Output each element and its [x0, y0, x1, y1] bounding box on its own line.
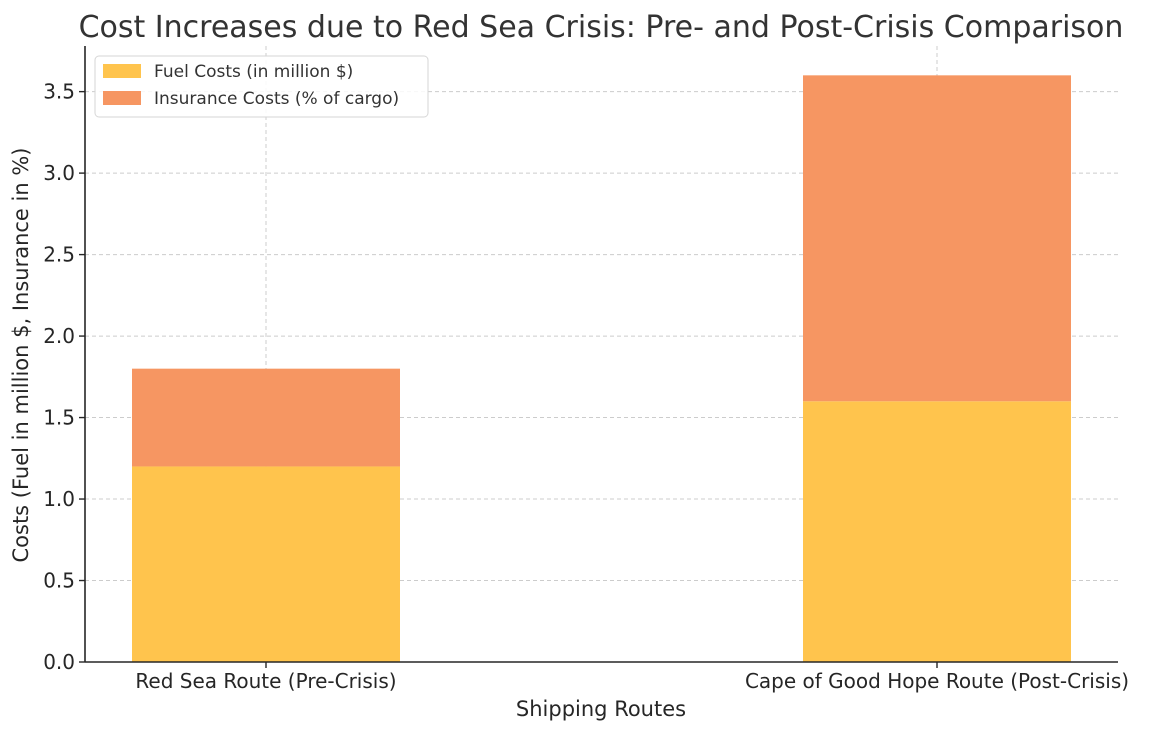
y-tick-label: 1.5 [43, 406, 75, 430]
y-tick-label: 0.5 [43, 569, 75, 593]
x-tick-label: Red Sea Route (Pre-Crisis) [135, 669, 396, 693]
bar-insurance-0 [132, 368, 400, 467]
y-tick-label: 3.0 [43, 161, 75, 185]
legend-swatch [103, 64, 141, 78]
y-ticks: 0.0 0.5 1.0 1.5 2.0 2.5 3.0 3.5 [43, 80, 85, 674]
bar-fuel-1 [803, 401, 1071, 662]
y-tick-label: 0.0 [43, 650, 75, 674]
y-axis-label: Costs (Fuel in million $, Insurance in %… [9, 148, 33, 563]
x-axis-label: Shipping Routes [516, 697, 686, 721]
legend-box [94, 55, 429, 118]
x-tick-label: Cape of Good Hope Route (Post-Crisis) [745, 669, 1129, 693]
y-tick-label: 2.0 [43, 324, 75, 348]
y-tick-label: 3.5 [43, 80, 75, 104]
bar-fuel-0 [132, 466, 400, 662]
chart-title: Cost Increases due to Red Sea Crisis: Pr… [79, 10, 1124, 45]
legend-entry: Insurance Costs (% of cargo) [154, 89, 399, 109]
bars [132, 75, 1071, 662]
y-tick-label: 2.5 [43, 243, 75, 267]
y-tick-label: 1.0 [43, 487, 75, 511]
legend: Fuel Costs (in million $) Insurance Costs… [94, 55, 429, 118]
x-ticks: Red Sea Route (Pre-Crisis) Cape of Good H… [135, 662, 1129, 693]
legend-entry: Fuel Costs (in million $) [154, 62, 353, 82]
bar-insurance-1 [803, 75, 1071, 402]
legend-swatch [103, 91, 141, 105]
